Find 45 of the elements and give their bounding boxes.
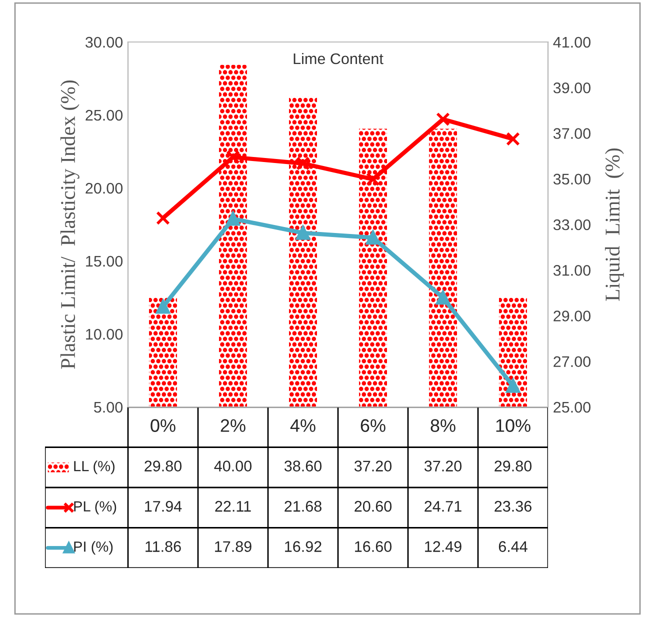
data-label: 21.68 — [284, 500, 322, 512]
data-label: 38.60 — [284, 460, 322, 472]
y2-tick-label: 35.00 — [553, 174, 590, 185]
y-tick-label: 15.00 — [86, 256, 123, 267]
data-label: 23.36 — [494, 500, 532, 512]
x-tick-label: 6% — [360, 419, 386, 432]
y2-tick-label: 39.00 — [553, 82, 590, 94]
y-tick-label: 5.00 — [94, 402, 123, 413]
legend-label: LL (%) — [74, 460, 114, 474]
data-label: 6.44 — [498, 541, 528, 552]
x-tick-label: 4% — [290, 419, 316, 432]
y2-tick-label: 37.00 — [553, 128, 590, 139]
data-label: 37.20 — [424, 460, 462, 472]
y2-tick-label: 41.00 — [553, 36, 590, 48]
legend-label: PI (%) — [74, 541, 113, 555]
y2-axis-title: Liquid Limit (%) — [604, 148, 624, 301]
y2-tick-label: 33.00 — [553, 219, 590, 230]
y-tick-label: 20.00 — [86, 182, 123, 194]
y2-tick-label: 29.00 — [554, 310, 590, 322]
text: Lime Content — [294, 52, 384, 64]
y-tick-label: 25.00 — [86, 110, 123, 121]
data-label: 11.86 — [146, 541, 181, 552]
data-label: 17.94 — [145, 500, 182, 512]
y2-tick-label: 25.00 — [554, 402, 590, 413]
data-label: 29.80 — [494, 460, 532, 472]
data-label: 16.92 — [285, 541, 322, 552]
y-tick-label: 30.00 — [85, 36, 123, 48]
data-label: 16.60 — [355, 541, 392, 552]
y2-tick-label: 31.00 — [553, 264, 590, 276]
x-tick-label: 8% — [430, 419, 456, 432]
x-tick-label: 0% — [150, 419, 176, 432]
y-tick-label: 10.00 — [86, 328, 123, 340]
data-label: 29.80 — [144, 460, 182, 472]
x-tick-label: 2% — [220, 419, 246, 432]
data-label: 17.89 — [215, 541, 252, 552]
data-label: 37.20 — [354, 460, 392, 472]
data-label: 12.49 — [425, 541, 462, 552]
data-label: 40.00 — [214, 460, 252, 472]
x-tick-label: 10% — [496, 419, 530, 432]
data-label: 24.71 — [424, 500, 462, 512]
data-label: 22.11 — [215, 500, 251, 512]
y-axis-title: Plastic Limit/ Plasticity Index (%) — [60, 80, 80, 369]
data-label: 20.60 — [354, 500, 392, 512]
y2-tick-label: 27.00 — [554, 356, 590, 368]
legend-label: PL (%) — [74, 500, 116, 514]
